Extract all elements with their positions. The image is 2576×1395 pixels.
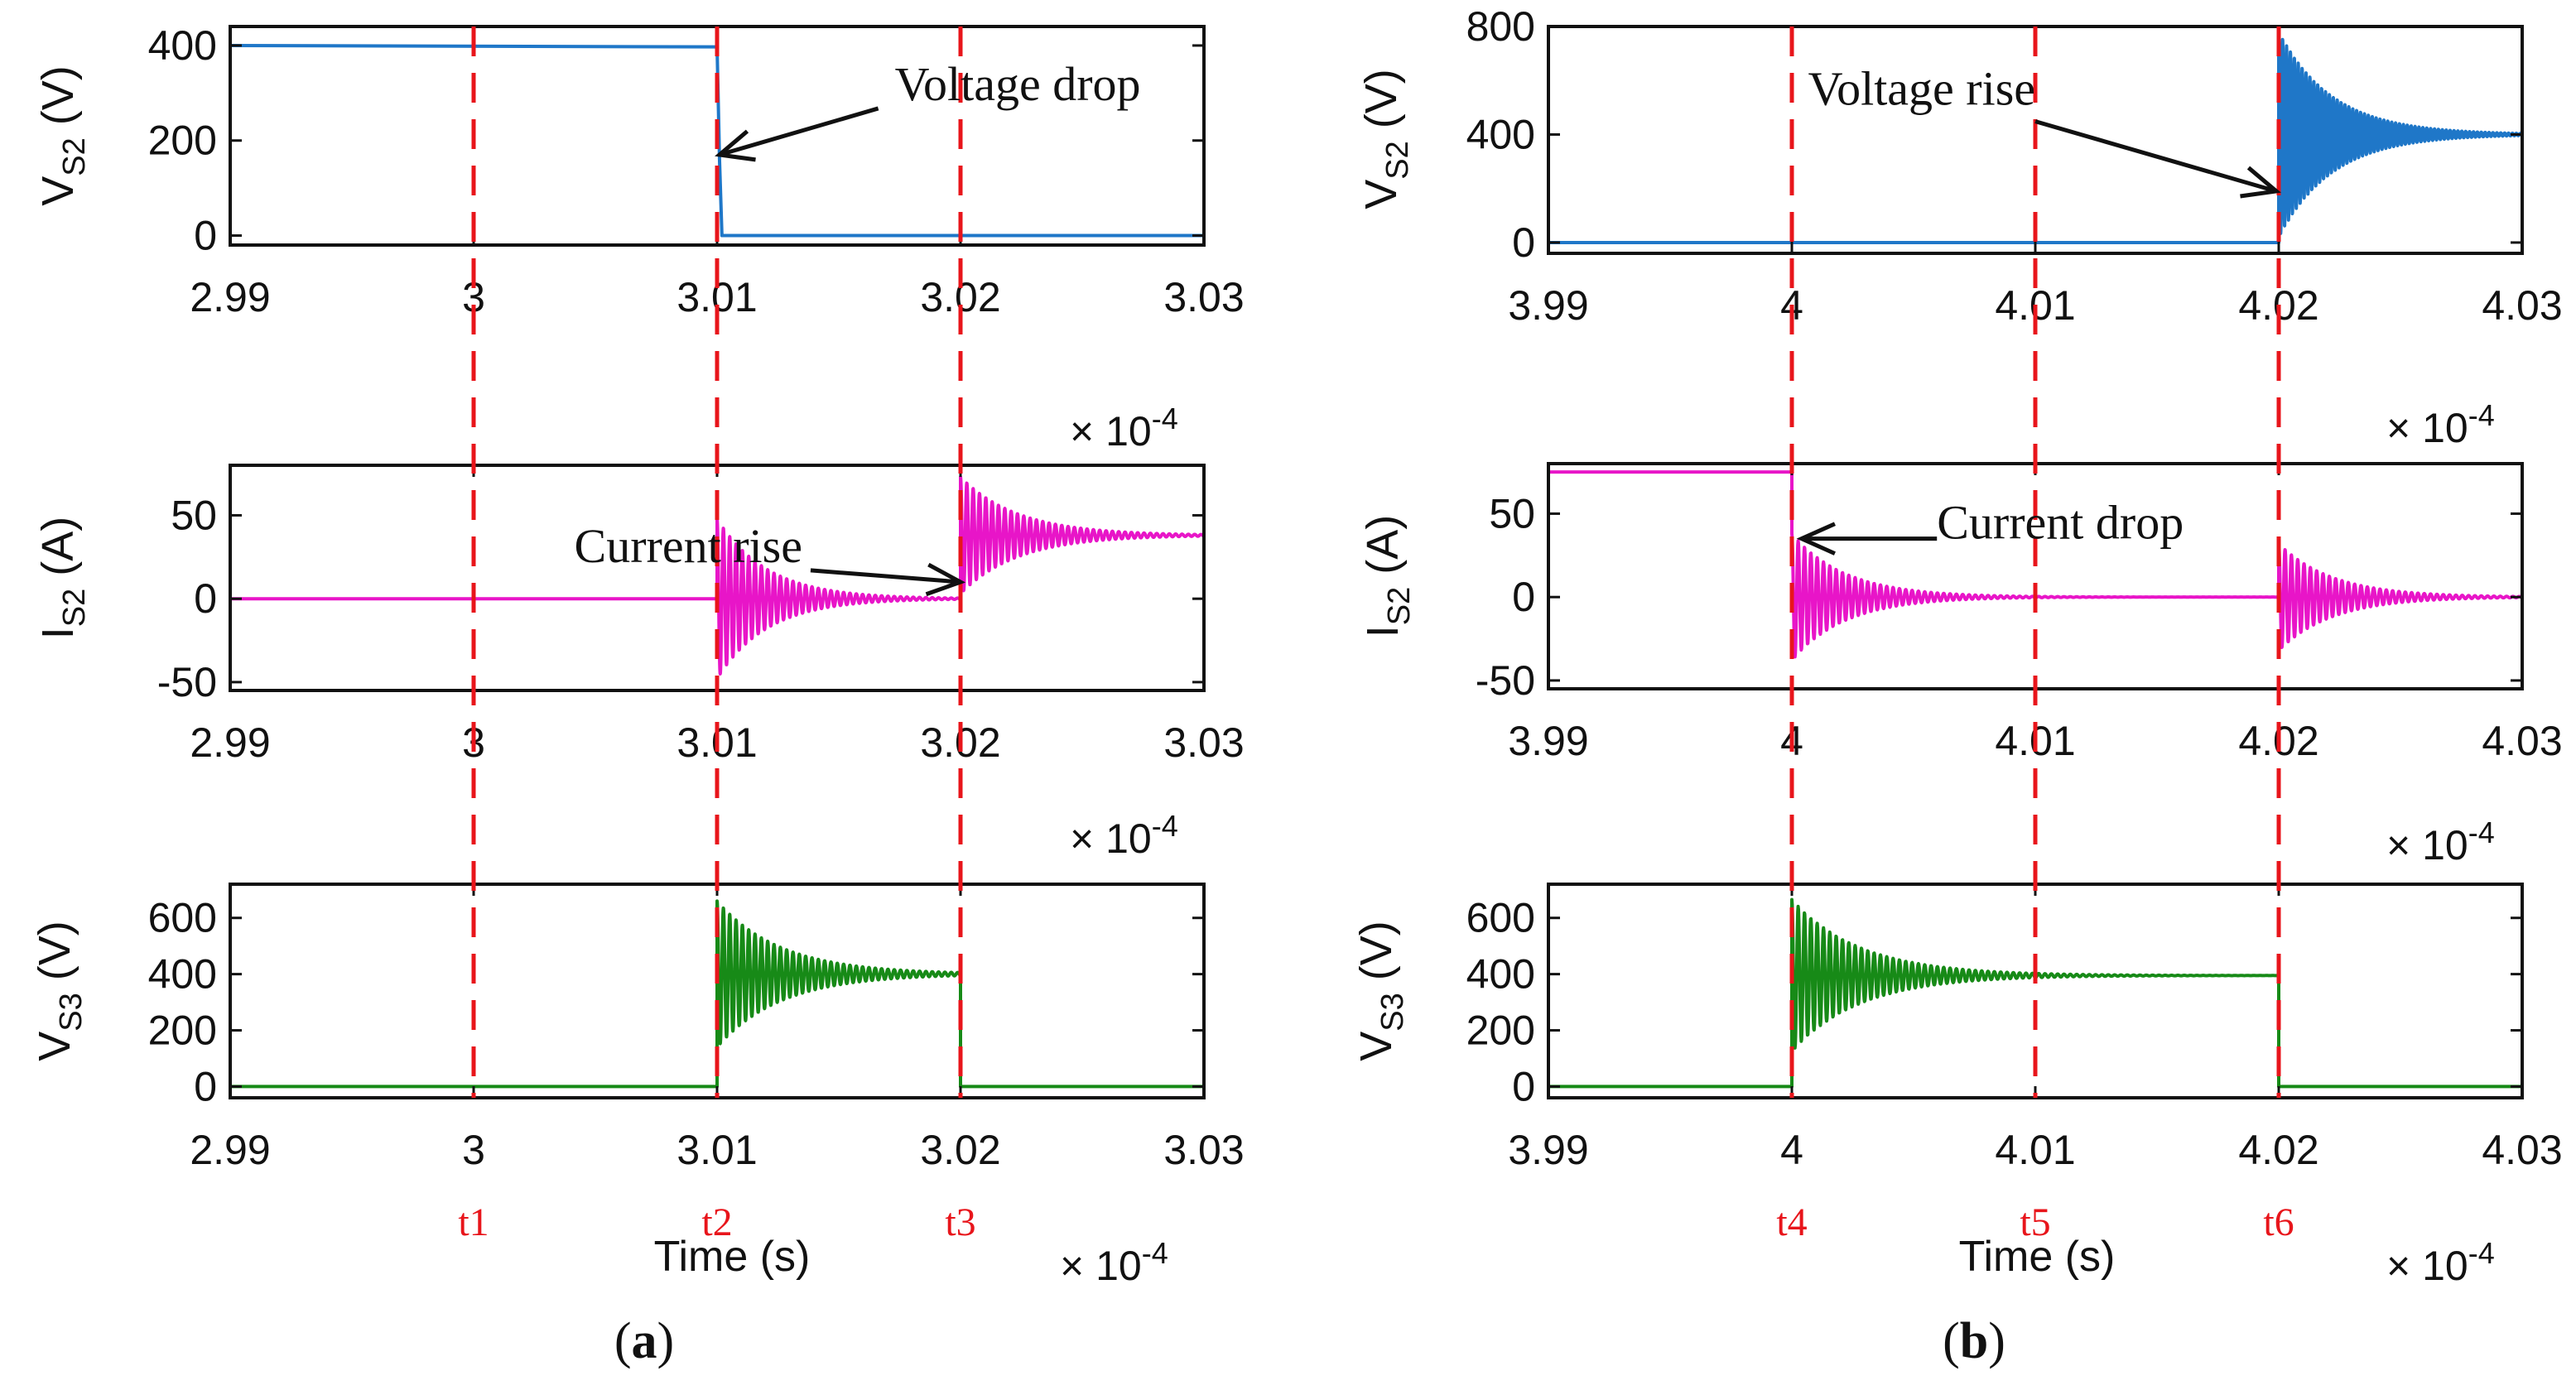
- y-tick-label: 0: [1512, 574, 1535, 620]
- marker-label-t3: t3: [945, 1200, 975, 1244]
- annotation-arrow-shaft: [810, 568, 961, 584]
- x-tick-label: 4.03: [2482, 282, 2562, 329]
- y-axis-label-b-is2: IS2 (A): [1358, 515, 1417, 638]
- x-tick-label: 3.03: [1163, 1127, 1244, 1173]
- series-line-v-s2: [1548, 30, 2522, 244]
- x-tick-label: 3.99: [1508, 1127, 1588, 1173]
- axes-a-vs3: 0 200 400 600 2.99 3 3.01 3.02 3.03 × 10-4 × 10…: [30, 809, 1245, 1289]
- y-tick-label: 600: [1466, 895, 1535, 941]
- y-tick-label: 400: [148, 22, 217, 69]
- y-tick-label: 200: [148, 1008, 217, 1054]
- annotation-label: Current rise: [575, 519, 802, 573]
- plot-area-a-vs2: [230, 43, 1204, 238]
- marker-label-t5: t5: [2020, 1200, 2050, 1244]
- x-tick-label: 3.03: [1163, 719, 1244, 766]
- marker-label-t2: t2: [701, 1200, 732, 1244]
- x-multiplier-b-is2: × 10-4: [2386, 815, 2495, 868]
- y-tick-label: 0: [194, 213, 217, 259]
- plot-area-b-vs2: [1548, 30, 2522, 244]
- x-tick-label: 3: [462, 1127, 485, 1173]
- y-ticks-a-vs2: 0 200 400: [148, 22, 1204, 259]
- x-tick-label: 3.02: [920, 1127, 1000, 1173]
- x-axis-label-a: Time (s): [654, 1233, 811, 1281]
- annotation-arrow-head: [925, 562, 966, 597]
- x-tick-label: 2.99: [190, 1127, 270, 1173]
- annotation-label: Voltage rise: [1808, 62, 2035, 116]
- x-multiplier-b-vs3: × 10-4: [2386, 1236, 2495, 1289]
- annotation-arrow-head: [715, 129, 756, 162]
- y-ticks-b-vs2: 0 400 800: [1466, 3, 2522, 266]
- x-tick-label: 4: [1780, 1127, 1803, 1173]
- x-tick-label: 4.02: [2238, 1127, 2318, 1173]
- y-tick-label: 0: [194, 1063, 217, 1109]
- x-ticks-b-vs3: 3.99 4 4.01 4.02 4.03: [1508, 884, 2563, 1173]
- x-multiplier-a-vs3: × 10-4: [1060, 1236, 1168, 1289]
- y-tick-label: 800: [1466, 3, 1535, 50]
- y-ticks-a-is2: -50 0 50: [157, 492, 1204, 705]
- annotation-1: Current rise: [575, 519, 966, 597]
- plot-area-a-vs3: [230, 899, 1204, 1089]
- y-tick-label: -50: [157, 659, 217, 705]
- marker-label-t6: t6: [2263, 1200, 2294, 1244]
- y-tick-label: 0: [194, 575, 217, 622]
- panel-caption-a: (a): [614, 1313, 674, 1369]
- y-tick-label: 0: [1512, 1063, 1535, 1109]
- annotation-4: Current drop: [1796, 496, 2184, 556]
- y-tick-label: 50: [171, 492, 217, 538]
- annotation-label: Current drop: [1937, 496, 2184, 550]
- annotations: Voltage drop Current rise Voltage rise Curr…: [575, 57, 2281, 597]
- x-tick-label: 3.99: [1508, 282, 1588, 329]
- axes-a-is2: -50 0 50 2.99 3 3.01 3.02 3.03 × 10-4 IS2 (A): [33, 402, 1245, 766]
- annotation-label: Voltage drop: [895, 57, 1141, 111]
- x-multiplier-a-is2: × 10-4: [1070, 809, 1178, 862]
- marker-label-t1: t1: [458, 1200, 489, 1244]
- x-axis-label-b: Time (s): [1959, 1233, 2116, 1281]
- y-ticks-a-vs3: 0 200 400 600: [148, 895, 1204, 1109]
- y-axis-label-b-vs2: VS2 (V): [1356, 69, 1415, 209]
- annotation-arrow-head: [1796, 522, 1836, 556]
- x-tick-label: 2.99: [190, 719, 270, 766]
- annotation-arrow-shaft: [719, 106, 879, 157]
- y-axis-label-a-vs3: VS3 (V): [30, 921, 89, 1061]
- x-ticks-a-is2: 2.99 3 3.01 3.02 3.03: [190, 465, 1245, 766]
- series-line-v-s3: [230, 899, 1204, 1089]
- y-axis-label-a-vs2: VS2 (V): [33, 65, 92, 206]
- x-tick-label: 3.01: [677, 1127, 757, 1173]
- y-ticks-b-vs3: 0 200 400 600: [1466, 895, 2522, 1109]
- y-tick-label: 200: [148, 118, 217, 164]
- x-tick-label: 2.99: [190, 274, 270, 320]
- x-tick-label: 4.03: [2482, 718, 2562, 764]
- y-tick-label: 400: [1466, 951, 1535, 998]
- x-multiplier-b-vs2: × 10-4: [2386, 398, 2495, 451]
- y-tick-label: 50: [1489, 490, 1535, 536]
- marker-label-t4: t4: [1776, 1200, 1807, 1244]
- annotation-0: Voltage drop: [715, 57, 1141, 162]
- axes-b-vs3: 0 200 400 600 3.99 4 4.01 4.02 4.03 × 10-4 × 10…: [1351, 815, 2563, 1289]
- y-tick-label: -50: [1476, 657, 1535, 704]
- panel-b: 0 400 800 3.99 4 4.01 4.02 4.03 VS2 (V) -50 0 50…: [1351, 3, 2563, 1369]
- y-ticks-b-is2: -50 0 50: [1476, 490, 2522, 704]
- y-axis-label-a-is2: IS2 (A): [33, 517, 92, 640]
- y-tick-label: 0: [1512, 219, 1535, 266]
- x-tick-label: 3.99: [1508, 718, 1588, 764]
- y-axis-label-b-vs3: VS3 (V): [1351, 921, 1410, 1061]
- annotation-arrow-head: [2240, 166, 2281, 199]
- x-tick-label: 4.01: [1995, 1127, 2075, 1173]
- x-tick-label: 4.03: [2482, 1127, 2562, 1173]
- panel-caption-b: (b): [1943, 1313, 2005, 1369]
- y-tick-label: 200: [1466, 1008, 1535, 1054]
- x-tick-label: 3.03: [1163, 274, 1244, 320]
- x-multiplier-a-vs2: × 10-4: [1070, 402, 1178, 455]
- y-tick-label: 400: [148, 951, 217, 998]
- annotation-3: Voltage rise: [1808, 62, 2281, 199]
- time-markers: t1 t2 t3 t4 t5 t6: [458, 26, 2294, 1244]
- y-tick-label: 400: [1466, 111, 1535, 157]
- series-line-v-s2: [230, 43, 1204, 238]
- y-tick-label: 600: [148, 895, 217, 941]
- annotation-arrow-shaft: [2034, 119, 2277, 194]
